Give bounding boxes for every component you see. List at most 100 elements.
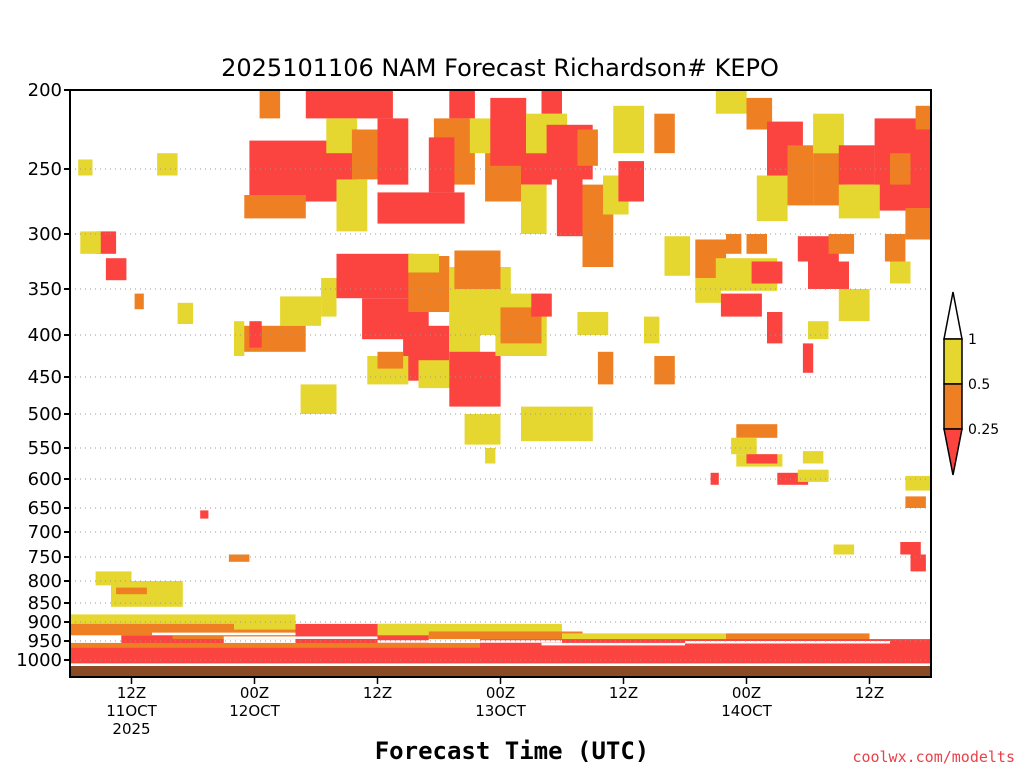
ri-cell-low xyxy=(377,118,409,185)
ri-cell-low xyxy=(556,175,583,237)
ri-cell-high xyxy=(577,312,609,335)
ri-cell-mid xyxy=(905,496,926,508)
ri-band-mid xyxy=(70,623,234,636)
ri-cell-high xyxy=(715,90,747,114)
xtick-label-42-2: 13OCT xyxy=(475,702,526,720)
ri-cell-high xyxy=(613,105,645,154)
ytick-label-850: 850 xyxy=(28,593,62,614)
ri-cell-mid xyxy=(577,129,598,166)
x-axis-label: Forecast Time (UTC) xyxy=(375,737,650,765)
ri-cell-high xyxy=(756,175,788,221)
plot-area xyxy=(70,90,931,677)
ri-cell-mid xyxy=(726,234,742,254)
ri-cell-low xyxy=(305,90,393,119)
ri-cell-high xyxy=(300,384,337,414)
ri-cell-high xyxy=(321,278,337,317)
surface-streak xyxy=(223,636,378,639)
xtick-label-66-2: 14OCT xyxy=(721,702,772,720)
ytick-label-550: 550 xyxy=(28,438,62,459)
ri-band-high xyxy=(562,633,726,643)
colorbar: 1 0.5 0.25 xyxy=(943,291,999,476)
ytick-label-350: 350 xyxy=(28,279,62,300)
ri-cell-mid xyxy=(905,208,931,240)
ri-cell-high xyxy=(464,414,501,445)
surface-streak xyxy=(541,642,685,646)
ri-cell-high xyxy=(521,184,547,234)
ri-cell-mid xyxy=(228,554,250,562)
ytick-label-1000: 1000 xyxy=(16,650,62,671)
ri-cell-low xyxy=(767,312,783,344)
ri-cell-low xyxy=(751,261,783,284)
colorbar-bin-mid xyxy=(943,383,963,430)
ytick-label-500: 500 xyxy=(28,404,62,425)
ri-cell-mid xyxy=(134,293,144,310)
xtick-label-66-1: 00Z xyxy=(732,684,761,702)
ri-cell-high xyxy=(838,184,880,219)
xtick-label-30-1: 12Z xyxy=(363,684,392,702)
surface-streak xyxy=(152,632,296,636)
xtick-label-54-1: 12Z xyxy=(609,684,638,702)
ri-cell-mid xyxy=(915,105,931,130)
ri-cell-mid xyxy=(787,145,814,206)
ri-cell-mid xyxy=(654,356,675,385)
xtick-label-6-2: 11OCT xyxy=(106,702,157,720)
ri-band-low xyxy=(121,635,224,645)
ri-cell-low xyxy=(428,137,455,193)
ri-cell-low xyxy=(802,343,814,373)
ri-cell-high xyxy=(78,159,93,176)
ytick-label-650: 650 xyxy=(28,498,62,519)
ri-cell-high xyxy=(833,544,855,555)
ri-cell-high xyxy=(838,289,870,322)
ri-band-mid xyxy=(428,631,583,640)
ri-cell-mid xyxy=(351,129,378,180)
xtick-label-18-2: 12OCT xyxy=(229,702,280,720)
ri-cell-mid xyxy=(828,234,855,254)
ri-band-mid xyxy=(726,633,870,641)
ri-cell-high xyxy=(808,321,829,340)
ri-cell-high xyxy=(280,296,322,326)
ri-cell-low xyxy=(541,90,562,114)
ri-cell-mid xyxy=(377,351,404,369)
ri-cell-high xyxy=(797,469,829,482)
ri-cell-high xyxy=(813,113,844,154)
ri-cell-mid xyxy=(597,351,614,385)
ri-cell-low xyxy=(377,192,465,224)
ri-cell-low xyxy=(490,97,527,166)
ytick-label-300: 300 xyxy=(28,224,62,245)
ri-cell-low xyxy=(910,554,926,572)
ri-cell-high xyxy=(890,261,911,284)
ri-cell-low xyxy=(249,321,262,348)
xtick-label-78-1: 12Z xyxy=(855,684,884,702)
ri-cell-high xyxy=(521,406,593,442)
gridlines xyxy=(70,168,931,661)
ri-cell-mid xyxy=(746,234,767,254)
ri-cell-high xyxy=(485,448,496,464)
ri-cell-low xyxy=(618,161,644,202)
ri-cell-mid xyxy=(654,113,675,154)
ri-cell-high xyxy=(802,451,824,464)
ytick-label-900: 900 xyxy=(28,612,62,633)
ri-cell-mid xyxy=(736,424,778,438)
ri-cell-low xyxy=(200,510,209,519)
ri-cell-mid xyxy=(454,250,501,289)
xtick-label-6-3: 2025 xyxy=(112,720,150,738)
ri-cell-low xyxy=(720,293,762,317)
ri-cell-high xyxy=(234,321,245,356)
colorbar-tick-1: 1 xyxy=(968,332,977,348)
ri-cell-mid xyxy=(239,325,306,352)
xtick-label-18-1: 00Z xyxy=(240,684,269,702)
ri-cell-mid xyxy=(884,234,906,262)
colorbar-tick-0.5: 0.5 xyxy=(968,377,990,393)
ri-cell-low xyxy=(746,454,778,464)
ytick-label-600: 600 xyxy=(28,469,62,490)
ytick-label-750: 750 xyxy=(28,547,62,568)
xtick-label-42-1: 00Z xyxy=(486,684,515,702)
credit-text: coolwx.com/modelts xyxy=(852,748,1015,766)
ri-cell-high xyxy=(408,253,440,273)
colorbar-tick-0.25: 0.25 xyxy=(968,422,999,438)
ri-cell-high xyxy=(80,231,101,254)
ri-cell-low xyxy=(449,90,475,119)
y-axis: 200 250 300 350 400 450 500 550 600 650 700 750 8008… xyxy=(16,80,70,671)
colorbar-top-arrow xyxy=(943,291,963,340)
